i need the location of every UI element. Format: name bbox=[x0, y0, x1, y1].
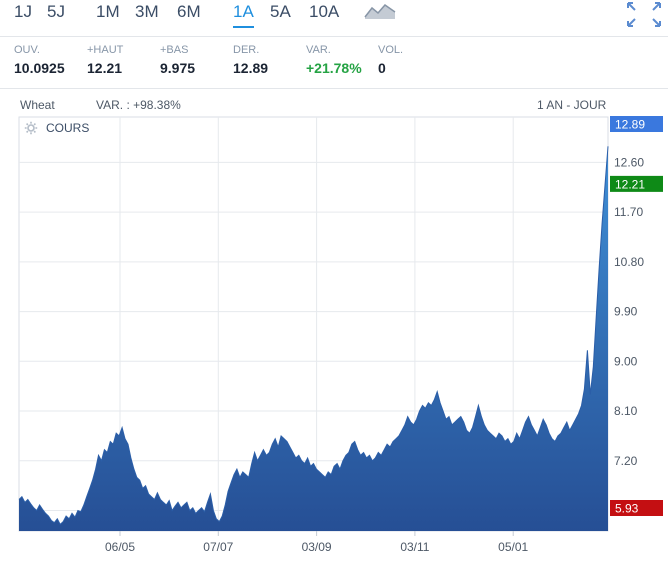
stat-volume-value: 0 bbox=[378, 60, 386, 76]
range-toolbar: 1J 5J 1M 3M 6M 1A 5A 10A bbox=[0, 0, 668, 37]
stat-last-label: DER. bbox=[233, 44, 260, 56]
stat-high-label: +HAUT bbox=[87, 44, 124, 56]
badge-high bbox=[610, 175, 663, 192]
legend-label: COURS bbox=[46, 121, 90, 135]
price-series-area bbox=[19, 146, 608, 532]
badge-low-label: 5.93 bbox=[615, 502, 639, 516]
stat-variation-label: VAR. bbox=[306, 44, 331, 56]
range-5j-button[interactable]: 5J bbox=[47, 2, 65, 21]
y-tick-label: 7.20 bbox=[614, 454, 638, 468]
badge-last-label: 12.89 bbox=[615, 118, 645, 132]
price-series-line bbox=[18, 146, 609, 526]
range-5a-button[interactable]: 5A bbox=[270, 2, 291, 21]
y-tick-label: 12.60 bbox=[614, 155, 644, 169]
range-6m-button[interactable]: 6M bbox=[177, 2, 201, 21]
badge-low bbox=[610, 500, 663, 516]
x-tick-label: 03/11 bbox=[400, 540, 429, 554]
y-tick-label: 9.90 bbox=[614, 305, 638, 319]
gear-icon[interactable] bbox=[24, 121, 38, 135]
stat-low-value: 9.975 bbox=[160, 60, 196, 76]
stat-low: +BAS 9.975 bbox=[160, 44, 195, 76]
instrument-variation: VAR. : +98.38% bbox=[96, 98, 181, 112]
stat-open-value: 10.0925 bbox=[14, 60, 65, 76]
badge-last bbox=[610, 116, 663, 132]
stat-variation-value: +21.78% bbox=[306, 60, 362, 76]
range-1j-button[interactable]: 1J bbox=[14, 2, 32, 21]
expand-arrows-icon[interactable] bbox=[626, 0, 662, 28]
stat-high: +HAUT 12.21 bbox=[87, 44, 123, 76]
stats-divider bbox=[0, 88, 668, 89]
range-1m-button[interactable]: 1M bbox=[96, 2, 120, 21]
range-1a-button[interactable]: 1A bbox=[233, 2, 254, 28]
x-tick-label: 05/01 bbox=[498, 540, 528, 554]
y-tick-label: 9.00 bbox=[614, 354, 638, 368]
x-tick-label: 03/09 bbox=[302, 540, 332, 554]
stat-open-label: OUV. bbox=[14, 44, 40, 56]
stat-variation: VAR. +21.78% bbox=[306, 44, 362, 76]
area-chart-icon[interactable] bbox=[364, 2, 396, 20]
y-tick-label: 8.10 bbox=[614, 404, 638, 418]
stat-last-value: 12.89 bbox=[233, 60, 269, 76]
range-3m-button[interactable]: 3M bbox=[135, 2, 159, 21]
instrument-period: 1 AN - JOUR bbox=[537, 98, 607, 112]
x-tick-label: 06/05 bbox=[105, 540, 135, 554]
x-tick-label: 07/07 bbox=[203, 540, 233, 554]
stat-open: OUV. 10.0925 bbox=[14, 44, 65, 76]
range-10a-button[interactable]: 10A bbox=[309, 2, 340, 21]
stat-last: DER. 12.89 bbox=[233, 44, 268, 76]
stat-high-value: 12.21 bbox=[87, 60, 123, 76]
stat-volume: VOL. 0 bbox=[378, 44, 403, 76]
stat-volume-label: VOL. bbox=[378, 44, 404, 56]
y-tick-label: 10.80 bbox=[614, 255, 644, 269]
y-tick-label: 11.70 bbox=[614, 205, 643, 219]
stat-low-label: +BAS bbox=[160, 44, 189, 56]
badge-high-label: 12.21 bbox=[615, 177, 645, 191]
instrument-name: Wheat bbox=[20, 98, 55, 112]
